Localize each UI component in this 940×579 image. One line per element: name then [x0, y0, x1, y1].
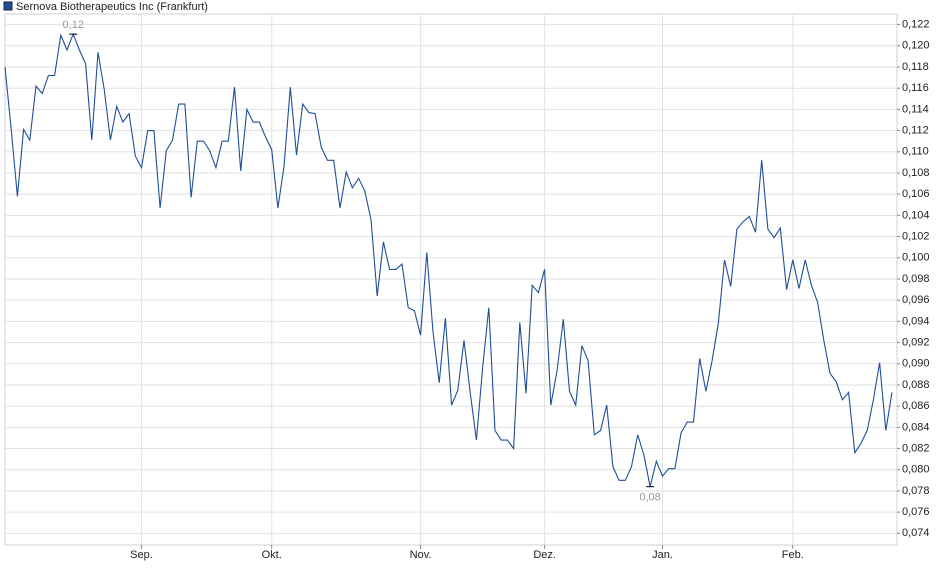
y-tick-label: 0,090 [902, 358, 930, 370]
y-tick-label: 0,098 [902, 273, 930, 285]
y-tick-label: 0,110 [902, 146, 929, 158]
high-label: 0,12 [63, 19, 84, 31]
y-tick-label: 0,082 [902, 442, 930, 454]
price-line [4, 32, 893, 487]
y-tick-label: 0,108 [902, 167, 930, 179]
y-tick-label: 0,114 [902, 103, 929, 115]
plot-frame [4, 13, 898, 546]
y-tick-label: 0,088 [902, 379, 930, 391]
y-tick-label: 0,074 [902, 527, 930, 539]
legend-swatch [3, 1, 13, 11]
y-tick-label: 0,092 [902, 336, 930, 348]
x-tick-label: Nov. [410, 549, 432, 561]
x-tick-label: Dez. [533, 549, 556, 561]
y-tick-label: 0,078 [902, 485, 930, 497]
y-tick-label: 0,120 [902, 40, 930, 52]
y-tick-label: 0,100 [902, 252, 930, 264]
x-tick-label: Feb. [782, 549, 804, 561]
y-tick-label: 0,118 [902, 61, 929, 73]
y-tick-label: 0,086 [902, 400, 930, 412]
y-tick-label: 0,076 [902, 506, 930, 518]
y-tick-label: 0,094 [902, 315, 930, 327]
y-tick-label: 0,096 [902, 294, 930, 306]
y-tick-label: 0,116 [902, 82, 929, 94]
x-tick-label: Sep. [130, 549, 153, 561]
y-tick-label: 0,112 [902, 124, 929, 136]
y-tick-label: 0,080 [902, 464, 930, 476]
y-tick-label: 0,122 [902, 19, 930, 31]
y-tick-label: 0,106 [902, 188, 930, 200]
y-tick-label: 0,104 [902, 209, 930, 221]
y-tick-label: 0,102 [902, 230, 930, 242]
low-label: 0,08 [639, 492, 660, 504]
legend-label: Sernova Biotherapeutics Inc (Frankfurt) [16, 1, 208, 13]
x-tick-label: Okt. [262, 549, 282, 561]
y-tick-label: 0,084 [902, 421, 930, 433]
x-tick-label: Jan. [652, 549, 673, 561]
